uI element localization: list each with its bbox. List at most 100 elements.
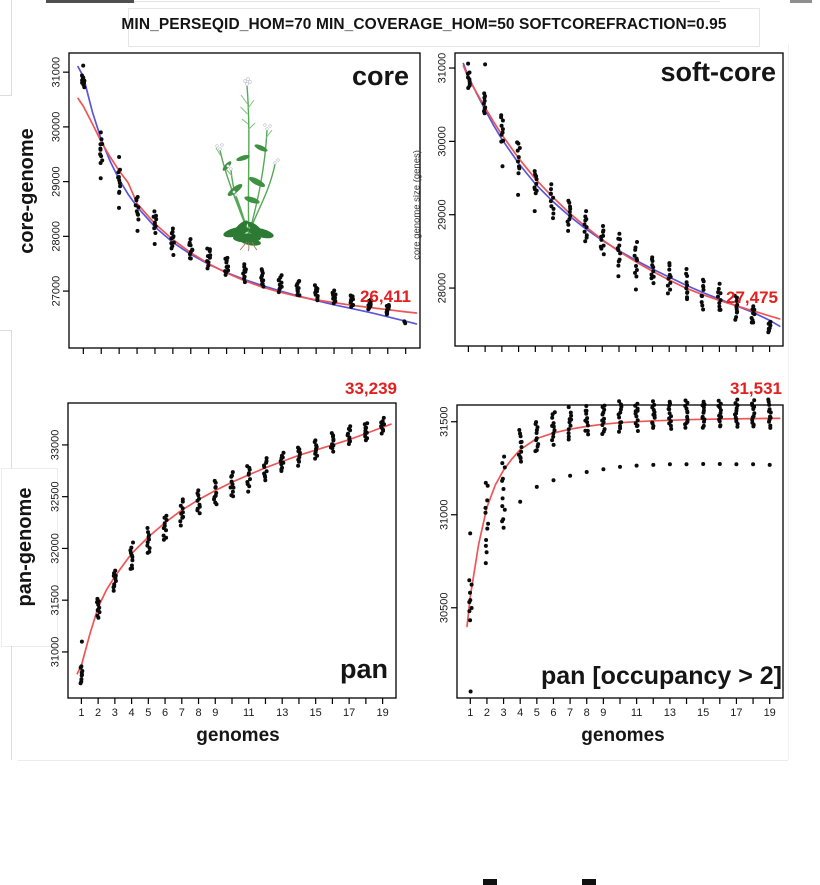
svg-text:13: 13 <box>276 707 288 719</box>
left-edge-line-1 <box>11 0 12 96</box>
x-axis-title-pan: genomes <box>196 725 280 746</box>
svg-text:1: 1 <box>467 707 473 719</box>
scatter-points <box>465 61 773 335</box>
svg-text:17: 17 <box>343 707 355 719</box>
svg-text:27000: 27000 <box>51 276 63 307</box>
fit-curve-red <box>76 423 392 675</box>
plant-flowers <box>215 77 280 197</box>
panel-label-pan: pan <box>339 654 388 684</box>
scatter-points <box>467 397 773 694</box>
svg-text:19: 19 <box>764 707 776 719</box>
svg-text:5: 5 <box>534 707 540 719</box>
svg-text:1: 1 <box>78 707 84 719</box>
left-edge-line-2 <box>11 330 12 468</box>
svg-text:15: 15 <box>697 707 709 719</box>
panel-frame <box>456 404 784 699</box>
plant-rosette <box>223 220 274 246</box>
svg-text:31000: 31000 <box>50 637 62 668</box>
ylabel-textbox-outline <box>1 468 58 647</box>
svg-text:32000: 32000 <box>50 533 62 564</box>
svg-text:19: 19 <box>376 707 388 719</box>
svg-text:3: 3 <box>501 707 507 719</box>
svg-text:17: 17 <box>730 707 742 719</box>
y-axis-ticks: 30500 31000 31500 <box>439 406 457 623</box>
figure-title: MIN_PERSEQID_HOM=70 MIN_COVERAGE_HOM=50 … <box>121 16 727 33</box>
svg-text:8: 8 <box>584 707 590 719</box>
cropped-text-mark-2 <box>582 879 596 885</box>
svg-text:9: 9 <box>600 707 606 719</box>
plant-roots <box>239 241 258 252</box>
y-axis-title-pan-genome: pan-genome <box>14 487 36 607</box>
panel-2: 31000 31500 32000 32500 33000 1 2 3 4 5 6 7 8 9 11 13 15… <box>50 402 397 719</box>
panel-frame <box>68 52 421 349</box>
svg-text:29000: 29000 <box>51 166 63 197</box>
svg-text:31000: 31000 <box>437 53 449 84</box>
annotation-soft-core-value: 27,475 <box>726 288 778 307</box>
annotation-pan-occupancy-value: 31,531 <box>730 379 782 398</box>
x-axis-title-pan-occupancy: genomes <box>581 725 665 746</box>
panel-3: 30500 31000 31500 1 2 3 4 5 6 7 8 9 11 13 15 17 19 <box>439 397 784 719</box>
svg-text:31000: 31000 <box>439 499 451 530</box>
left-edge-line-3 <box>11 646 12 760</box>
svg-text:4: 4 <box>129 707 135 719</box>
svg-text:30000: 30000 <box>51 112 63 143</box>
left-edge-jog-2 <box>0 330 12 331</box>
annotation-core-value: 26,411 <box>359 287 411 306</box>
x-axis-ticks <box>467 346 771 352</box>
svg-text:28000: 28000 <box>437 273 449 304</box>
svg-text:8: 8 <box>195 707 201 719</box>
svg-text:6: 6 <box>162 707 168 719</box>
panel-frame <box>454 52 784 347</box>
svg-text:33000: 33000 <box>50 430 62 461</box>
y-axis-title-core-genome-size: core genome size (genes) <box>411 150 423 260</box>
plant-siliques <box>215 94 273 177</box>
y-axis-ticks: 31000 31500 32000 32500 33000 <box>50 430 68 668</box>
panel-0: 27000 28000 29000 30000 31000 <box>51 52 421 354</box>
svg-text:2: 2 <box>95 707 101 719</box>
panel-label-core: core <box>351 61 409 91</box>
svg-text:31000: 31000 <box>51 57 63 88</box>
svg-text:29000: 29000 <box>437 199 449 230</box>
svg-text:3: 3 <box>112 707 118 719</box>
panel-label-pan-occupancy: pan [occupancy > 2] <box>540 662 782 690</box>
svg-text:7: 7 <box>567 707 573 719</box>
x-axis-ticks <box>82 348 407 354</box>
svg-text:31500: 31500 <box>50 585 62 616</box>
svg-text:15: 15 <box>310 707 322 719</box>
x-axis-ticks: 1 2 3 4 5 6 7 8 9 11 13 15 17 19 <box>78 698 389 719</box>
bottom-image-edge-line <box>18 760 788 761</box>
top-edge-dark-segment <box>46 0 134 3</box>
svg-text:32500: 32500 <box>50 481 62 512</box>
annotation-pan-value: 33,239 <box>345 379 397 398</box>
svg-text:11: 11 <box>631 707 642 719</box>
scatter-points-lower-occupancy-branch <box>501 462 772 530</box>
panel-label-soft-core: soft-core <box>660 57 776 87</box>
svg-text:28000: 28000 <box>51 221 63 252</box>
svg-text:31500: 31500 <box>439 406 451 437</box>
svg-text:6: 6 <box>550 707 556 719</box>
svg-text:7: 7 <box>179 707 185 719</box>
y-axis-title-core-genome: core-genome <box>16 128 38 254</box>
scatter-points <box>78 415 386 686</box>
fit-curve-red <box>466 417 781 628</box>
x-axis-ticks: 1 2 3 4 5 6 7 8 9 11 13 15 17 19 <box>467 698 776 719</box>
right-image-edge-line <box>788 44 789 760</box>
svg-text:2: 2 <box>484 707 490 719</box>
y-axis-ticks: 27000 28000 29000 30000 31000 <box>51 57 69 307</box>
svg-text:11: 11 <box>243 707 254 719</box>
scatter-points <box>80 63 408 326</box>
svg-text:4: 4 <box>517 707 523 719</box>
svg-text:9: 9 <box>212 707 218 719</box>
svg-text:13: 13 <box>664 707 676 719</box>
svg-text:30000: 30000 <box>437 126 449 157</box>
cropped-text-mark-1 <box>483 879 497 885</box>
title-textbox-outline <box>128 8 760 47</box>
top-edge-light-segment <box>134 1 720 2</box>
panel-1: 28000 29000 30000 31000 <box>437 52 784 352</box>
top-edge-right-segment <box>790 0 812 3</box>
plant-leaves <box>222 144 268 204</box>
fit-curve-blue <box>462 62 781 328</box>
fit-curve-red <box>462 64 781 320</box>
